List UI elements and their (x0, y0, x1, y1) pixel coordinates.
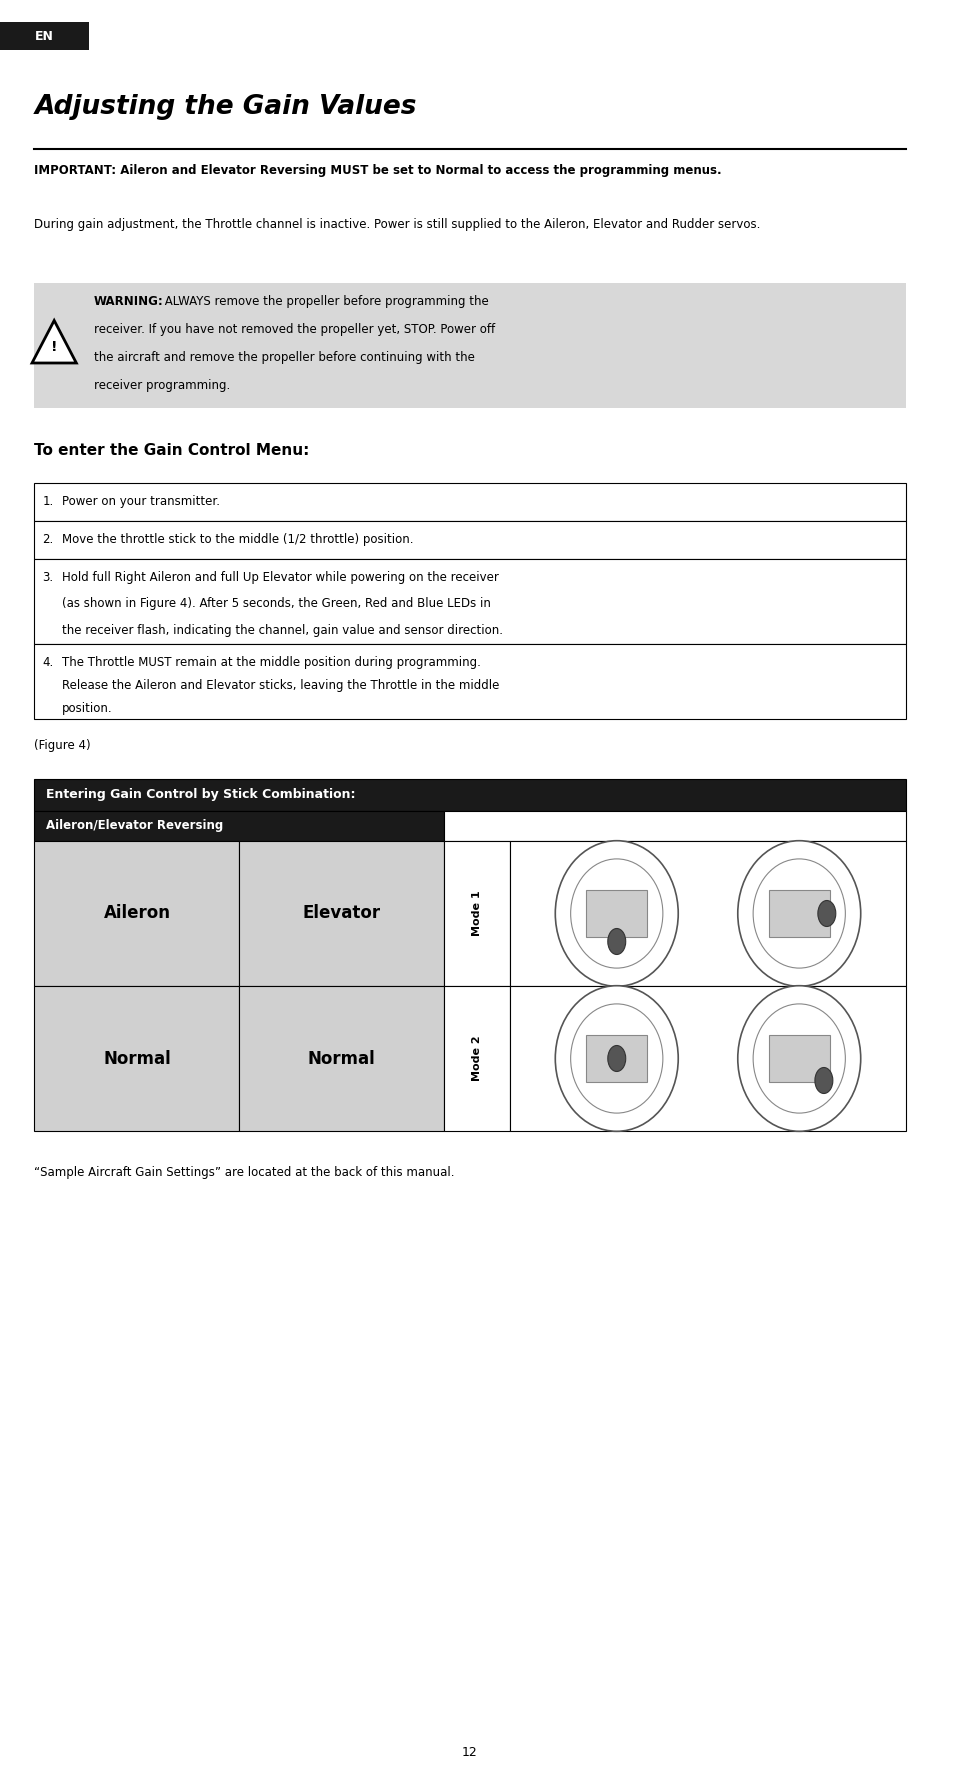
FancyBboxPatch shape (768, 890, 829, 936)
Text: position.: position. (62, 702, 112, 714)
Ellipse shape (555, 986, 678, 1132)
Text: Release the Aileron and Elevator sticks, leaving the Throttle in the middle: Release the Aileron and Elevator sticks,… (62, 679, 499, 691)
FancyBboxPatch shape (509, 986, 905, 1130)
Text: Power on your transmitter.: Power on your transmitter. (62, 496, 220, 508)
Text: receiver. If you have not removed the propeller yet, STOP. Power off: receiver. If you have not removed the pr… (93, 323, 495, 336)
Text: 1.: 1. (42, 496, 53, 508)
FancyBboxPatch shape (34, 986, 239, 1130)
FancyBboxPatch shape (34, 778, 905, 810)
FancyBboxPatch shape (444, 810, 905, 841)
Text: The Throttle MUST remain at the middle position during programming.: The Throttle MUST remain at the middle p… (62, 656, 480, 668)
Text: ALWAYS remove the propeller before programming the: ALWAYS remove the propeller before progr… (160, 295, 488, 307)
Ellipse shape (607, 1045, 625, 1072)
Text: Elevator: Elevator (302, 904, 380, 922)
Text: During gain adjustment, the Throttle channel is inactive. Power is still supplie: During gain adjustment, the Throttle cha… (34, 219, 760, 231)
FancyBboxPatch shape (239, 986, 444, 1130)
Ellipse shape (607, 929, 625, 954)
Polygon shape (32, 320, 76, 363)
FancyBboxPatch shape (585, 1034, 647, 1082)
Text: Mode 2: Mode 2 (472, 1036, 481, 1082)
Text: Aileron: Aileron (103, 904, 171, 922)
FancyBboxPatch shape (34, 483, 905, 521)
Ellipse shape (570, 1004, 662, 1112)
FancyBboxPatch shape (34, 841, 239, 986)
FancyBboxPatch shape (0, 21, 89, 50)
Ellipse shape (752, 858, 844, 968)
FancyBboxPatch shape (239, 841, 444, 986)
FancyBboxPatch shape (34, 560, 905, 643)
Text: WARNING:: WARNING: (93, 295, 163, 307)
Text: To enter the Gain Control Menu:: To enter the Gain Control Menu: (34, 442, 310, 458)
Text: Hold full Right Aileron and full Up Elevator while powering on the receiver: Hold full Right Aileron and full Up Elev… (62, 570, 498, 585)
FancyBboxPatch shape (34, 283, 905, 409)
FancyBboxPatch shape (34, 643, 905, 720)
Text: Normal: Normal (103, 1050, 171, 1068)
Ellipse shape (737, 841, 860, 986)
Text: EN: EN (35, 30, 53, 43)
Ellipse shape (817, 901, 835, 926)
Ellipse shape (570, 858, 662, 968)
Text: Entering Gain Control by Stick Combination:: Entering Gain Control by Stick Combinati… (47, 789, 355, 801)
FancyBboxPatch shape (444, 986, 509, 1130)
FancyBboxPatch shape (34, 810, 444, 841)
Ellipse shape (555, 841, 678, 986)
Text: Aileron/Elevator Reversing: Aileron/Elevator Reversing (47, 819, 223, 832)
Text: Adjusting the Gain Values: Adjusting the Gain Values (34, 94, 416, 121)
Ellipse shape (752, 1004, 844, 1112)
FancyBboxPatch shape (585, 890, 647, 936)
Text: 4.: 4. (42, 656, 53, 668)
Text: (Figure 4): (Figure 4) (34, 739, 91, 752)
Text: Normal: Normal (308, 1050, 375, 1068)
FancyBboxPatch shape (444, 841, 509, 986)
Ellipse shape (737, 986, 860, 1132)
Text: the receiver flash, indicating the channel, gain value and sensor direction.: the receiver flash, indicating the chann… (62, 624, 502, 636)
Text: (as shown in Figure 4). After 5 seconds, the Green, Red and Blue LEDs in: (as shown in Figure 4). After 5 seconds,… (62, 597, 491, 611)
FancyBboxPatch shape (34, 521, 905, 560)
Text: 12: 12 (461, 1745, 477, 1759)
Text: receiver programming.: receiver programming. (93, 379, 230, 393)
Text: !: ! (51, 341, 57, 354)
Text: IMPORTANT: Aileron and Elevator Reversing MUST be set to Normal to access the pr: IMPORTANT: Aileron and Elevator Reversin… (34, 163, 721, 178)
FancyBboxPatch shape (768, 1034, 829, 1082)
Text: Move the throttle stick to the middle (1/2 throttle) position.: Move the throttle stick to the middle (1… (62, 533, 414, 546)
Text: 3.: 3. (42, 570, 53, 585)
Text: the aircraft and remove the propeller before continuing with the: the aircraft and remove the propeller be… (93, 352, 474, 364)
FancyBboxPatch shape (509, 841, 905, 986)
Ellipse shape (814, 1068, 832, 1093)
Text: “Sample Aircraft Gain Settings” are located at the back of this manual.: “Sample Aircraft Gain Settings” are loca… (34, 1166, 455, 1178)
Text: 2.: 2. (42, 533, 53, 546)
Text: Mode 1: Mode 1 (472, 890, 481, 936)
